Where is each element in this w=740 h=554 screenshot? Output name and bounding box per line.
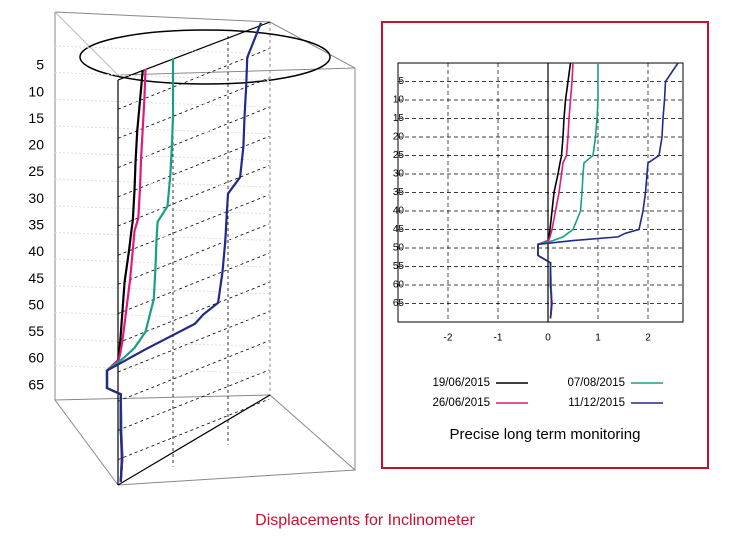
y-tick-label: 30 (393, 169, 405, 180)
y-tick-label: 10 (393, 95, 405, 106)
frame-edge (117, 469, 356, 486)
y-tick-label: 20 (28, 137, 44, 153)
x-tick-label: 0 (545, 333, 551, 344)
legend-label: 19/06/2015 (432, 377, 490, 389)
grid-line (117, 369, 270, 431)
wall-grid-line (54, 152, 271, 162)
caption: Displacements for Inclinometer (255, 512, 475, 529)
y-tick-label: 25 (28, 163, 44, 179)
y-tick-label: 15 (28, 110, 44, 126)
chart-3d: 5 10 15 20 25 30 35 40 45 50 55 60 65 (28, 22, 271, 482)
y-tick-label: 35 (28, 217, 44, 233)
y-tick-label: 65 (28, 376, 44, 392)
y-tick-label: 45 (28, 270, 44, 286)
panel-border (381, 21, 709, 469)
wall-grid-line (54, 365, 271, 375)
series-line (537, 62, 574, 319)
x-tick-label: -2 (444, 333, 453, 344)
y-tick-label: 45 (393, 224, 405, 235)
wall-grid-line (54, 285, 271, 295)
y-tick-label: 50 (393, 243, 405, 254)
series-line (537, 62, 679, 319)
y-tick-label: 40 (28, 243, 44, 259)
frame-edge (54, 11, 119, 76)
y-tick-label: 65 (393, 298, 405, 309)
y-tick-label: 25 (393, 150, 405, 161)
series-line-3d (105, 22, 263, 482)
x-tick-label: 1 (595, 333, 601, 344)
grid-line (117, 223, 270, 285)
y-tick-label: 60 (28, 350, 44, 366)
y-tick-label: 55 (393, 261, 405, 272)
wall-grid-line (54, 98, 271, 108)
x-tick-label: -1 (494, 333, 503, 344)
y-tick-label: 40 (393, 206, 405, 217)
grid-line (117, 194, 270, 256)
x-tick-label: 2 (645, 333, 651, 344)
series-line (537, 63, 599, 319)
legend-label: 07/08/2015 (567, 377, 625, 389)
grid-line (117, 281, 270, 344)
frame-edge (54, 399, 119, 486)
frame-back (54, 11, 356, 472)
wall-grid-line (54, 311, 271, 321)
y-tick-label: 35 (393, 187, 405, 198)
chart-2d: 5 10 15 20 25 30 35 40 45 50 55 60 65 -2 -1 0 1 2 19/06/20… (393, 62, 684, 409)
wall-grid-line (54, 125, 271, 135)
y-tick-label: 15 (393, 113, 405, 124)
box-frame (54, 11, 356, 486)
series-line-3d (105, 70, 144, 482)
y-tick-label: 20 (393, 132, 405, 143)
series-line-3d (105, 58, 175, 482)
grid-line (117, 398, 270, 460)
y-tick-label: 10 (28, 83, 44, 99)
series-line (537, 62, 572, 319)
frame-edge (117, 67, 356, 76)
chart-title: Precise long term monitoring (450, 426, 641, 443)
grid-line (117, 340, 270, 402)
wall-grid-line (54, 45, 271, 55)
legend-label: 11/12/2015 (568, 397, 625, 409)
bottom-axis (117, 394, 271, 486)
y-tick-label: 50 (28, 296, 44, 312)
y-tick-label: 55 (28, 323, 44, 339)
y-tick-label: 5 (36, 57, 44, 73)
highlight-ellipse (79, 29, 331, 85)
y-tick-label: 60 (393, 280, 405, 291)
y-tick-label: 5 (398, 76, 404, 87)
y-tick-label: 30 (28, 190, 44, 206)
legend-label: 26/06/2015 (432, 397, 490, 409)
